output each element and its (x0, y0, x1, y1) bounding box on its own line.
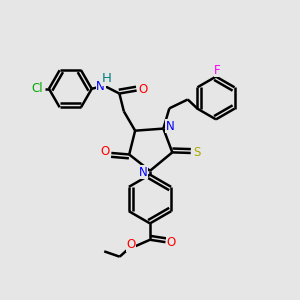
Text: N: N (139, 166, 148, 179)
Text: Cl: Cl (32, 82, 44, 95)
Text: O: O (127, 238, 136, 251)
Text: O: O (100, 145, 110, 158)
Text: F: F (214, 64, 221, 76)
Text: N: N (166, 120, 174, 133)
Text: N: N (96, 80, 105, 93)
Text: O: O (138, 82, 147, 96)
Text: O: O (167, 236, 176, 249)
Text: H: H (102, 72, 112, 85)
Text: S: S (194, 146, 201, 160)
